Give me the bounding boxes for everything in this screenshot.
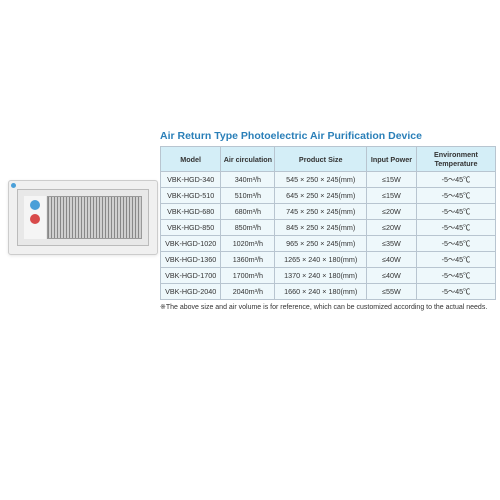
cell-model: VBK-HGD-1700 <box>161 268 221 284</box>
cell-size: 745 × 250 × 245(mm) <box>275 204 367 220</box>
vent-grille <box>47 196 142 239</box>
cell-model: VBK-HGD-1020 <box>161 236 221 252</box>
cell-air: 680m³/h <box>221 204 275 220</box>
brand-badge <box>11 183 16 188</box>
header-air: Air circulation <box>221 147 275 172</box>
table-header-row: Model Air circulation Product Size Input… <box>161 147 496 172</box>
table-row: VBK-HGD-17001700m³/h1370 × 240 × 180(mm)… <box>161 268 496 284</box>
cell-size: 845 × 250 × 245(mm) <box>275 220 367 236</box>
cell-size: 1660 × 240 × 180(mm) <box>275 284 367 300</box>
header-size: Product Size <box>275 147 367 172</box>
cell-size: 545 × 250 × 245(mm) <box>275 172 367 188</box>
cell-air: 1700m³/h <box>221 268 275 284</box>
table-row: VBK-HGD-340340m³/h545 × 250 × 245(mm)≤15… <box>161 172 496 188</box>
table-row: VBK-HGD-13601360m³/h1265 × 240 × 180(mm)… <box>161 252 496 268</box>
cell-temp: -5～45℃ <box>416 236 495 252</box>
product-image <box>8 180 158 255</box>
cell-power: ≤20W <box>366 204 416 220</box>
cell-power: ≤55W <box>366 284 416 300</box>
cell-model: VBK-HGD-680 <box>161 204 221 220</box>
cell-temp: -5～45℃ <box>416 204 495 220</box>
cell-temp: -5～45℃ <box>416 284 495 300</box>
cell-air: 2040m³/h <box>221 284 275 300</box>
cell-temp: -5～45℃ <box>416 188 495 204</box>
cell-model: VBK-HGD-850 <box>161 220 221 236</box>
cell-power: ≤20W <box>366 220 416 236</box>
table-row: VBK-HGD-680680m³/h745 × 250 × 245(mm)≤20… <box>161 204 496 220</box>
cell-model: VBK-HGD-340 <box>161 172 221 188</box>
cell-air: 1020m³/h <box>221 236 275 252</box>
control-panel <box>24 196 46 239</box>
cell-model: VBK-HGD-2040 <box>161 284 221 300</box>
cell-air: 340m³/h <box>221 172 275 188</box>
cell-air: 510m³/h <box>221 188 275 204</box>
cell-power: ≤35W <box>366 236 416 252</box>
indicator-red <box>30 214 40 224</box>
cell-temp: -5～45℃ <box>416 252 495 268</box>
cell-size: 645 × 250 × 245(mm) <box>275 188 367 204</box>
content-area: Air Return Type Photoelectric Air Purifi… <box>160 130 496 311</box>
cell-power: ≤40W <box>366 252 416 268</box>
section-title: Air Return Type Photoelectric Air Purifi… <box>160 130 496 142</box>
table-row: VBK-HGD-850850m³/h845 × 250 × 245(mm)≤20… <box>161 220 496 236</box>
cell-power: ≤15W <box>366 188 416 204</box>
footnote: ※The above size and air volume is for re… <box>160 303 496 311</box>
device-inner <box>17 189 149 246</box>
device-frame <box>8 180 158 255</box>
cell-temp: -5～45℃ <box>416 220 495 236</box>
header-temp: Environment Temperature <box>416 147 495 172</box>
cell-size: 965 × 250 × 245(mm) <box>275 236 367 252</box>
cell-model: VBK-HGD-510 <box>161 188 221 204</box>
cell-air: 1360m³/h <box>221 252 275 268</box>
table-row: VBK-HGD-510510m³/h645 × 250 × 245(mm)≤15… <box>161 188 496 204</box>
cell-temp: -5～45℃ <box>416 172 495 188</box>
cell-size: 1265 × 240 × 180(mm) <box>275 252 367 268</box>
indicator-blue <box>30 200 40 210</box>
header-model: Model <box>161 147 221 172</box>
cell-power: ≤40W <box>366 268 416 284</box>
table-row: VBK-HGD-10201020m³/h965 × 250 × 245(mm)≤… <box>161 236 496 252</box>
cell-model: VBK-HGD-1360 <box>161 252 221 268</box>
header-power: Input Power <box>366 147 416 172</box>
cell-air: 850m³/h <box>221 220 275 236</box>
cell-power: ≤15W <box>366 172 416 188</box>
table-row: VBK-HGD-20402040m³/h1660 × 240 × 180(mm)… <box>161 284 496 300</box>
specs-table: Model Air circulation Product Size Input… <box>160 146 496 300</box>
cell-size: 1370 × 240 × 180(mm) <box>275 268 367 284</box>
cell-temp: -5～45℃ <box>416 268 495 284</box>
